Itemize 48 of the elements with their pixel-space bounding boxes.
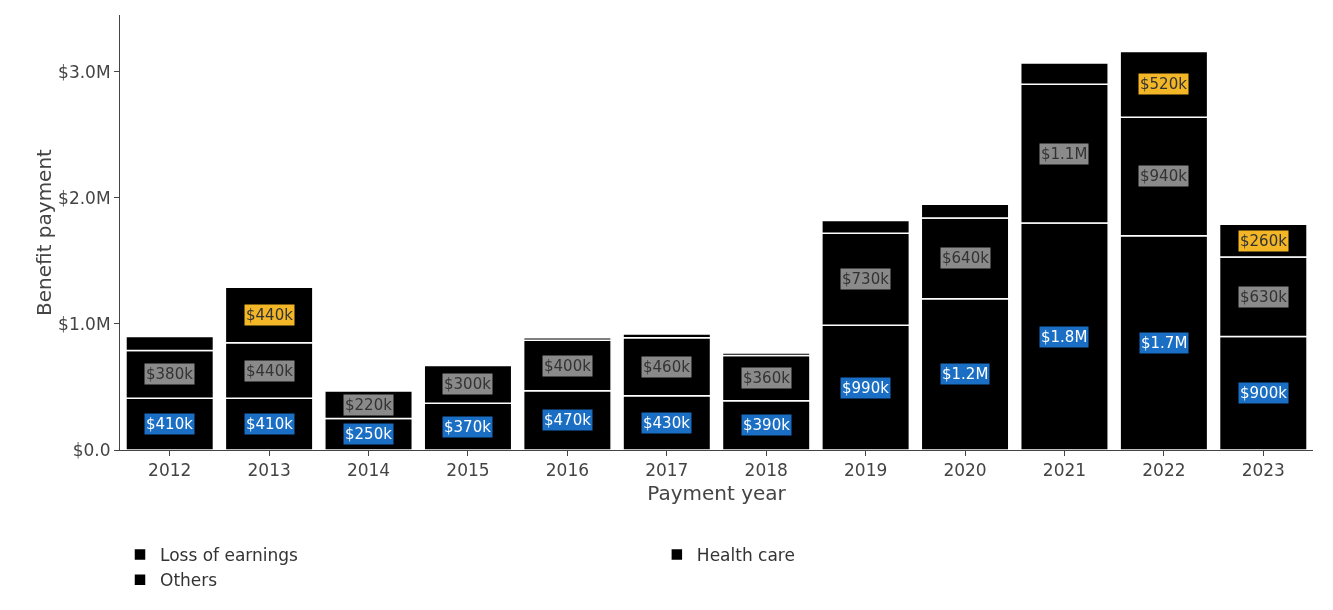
x-tick-label: 2013 bbox=[247, 460, 291, 481]
data-label: $460k bbox=[643, 358, 691, 376]
x-tick-label: 2016 bbox=[545, 460, 590, 481]
data-label: $470k bbox=[544, 411, 592, 429]
data-label: $900k bbox=[1240, 384, 1288, 402]
data-label: $220k bbox=[345, 396, 393, 414]
data-label: $410k bbox=[146, 415, 194, 433]
data-label: $630k bbox=[1240, 288, 1288, 306]
data-label: $380k bbox=[146, 365, 194, 383]
x-tick-label: 2012 bbox=[148, 460, 192, 481]
y-tick-label: $0.0 bbox=[72, 439, 111, 460]
data-label: $400k bbox=[544, 357, 592, 375]
legend-label: Health care bbox=[696, 545, 795, 566]
y-axis-title: Benefit payment bbox=[32, 148, 57, 316]
x-tick-label: 2014 bbox=[346, 460, 391, 481]
x-tick-label: 2017 bbox=[645, 460, 689, 481]
x-tick-label: 2015 bbox=[446, 460, 490, 481]
data-label: $520k bbox=[1140, 75, 1188, 93]
x-tick-label: 2020 bbox=[943, 460, 987, 481]
data-label: $440k bbox=[246, 306, 294, 324]
data-label: $1.2M bbox=[942, 365, 989, 383]
data-label: $260k bbox=[1240, 232, 1288, 250]
data-label: $250k bbox=[345, 425, 393, 443]
data-label: $730k bbox=[842, 270, 890, 288]
x-tick-label: 2023 bbox=[1241, 460, 1285, 481]
x-tick-label: 2019 bbox=[844, 460, 888, 481]
y-tick-label: $2.0M bbox=[58, 187, 111, 208]
data-label: $410k bbox=[246, 415, 294, 433]
x-axis-title: Payment year bbox=[647, 480, 787, 505]
data-label: $300k bbox=[444, 375, 492, 393]
data-label: $940k bbox=[1140, 167, 1188, 185]
legend-label: Others bbox=[160, 570, 218, 591]
data-label: $1.7M bbox=[1141, 334, 1188, 352]
y-tick-label: $1.0M bbox=[58, 313, 111, 334]
y-tick-label: $3.0M bbox=[58, 61, 111, 82]
x-tick-label: 2022 bbox=[1142, 460, 1186, 481]
data-label: $1.8M bbox=[1041, 328, 1088, 346]
legend-label: Loss of earnings bbox=[160, 545, 299, 566]
data-label: $990k bbox=[842, 379, 890, 397]
data-label: $640k bbox=[942, 249, 990, 267]
data-label: $1.1M bbox=[1041, 145, 1088, 163]
data-label: $360k bbox=[743, 369, 791, 387]
data-label: $390k bbox=[743, 416, 791, 434]
data-label: $430k bbox=[643, 414, 691, 432]
data-label: $440k bbox=[246, 362, 294, 380]
x-tick-label: 2021 bbox=[1042, 460, 1087, 481]
x-tick-label: 2018 bbox=[744, 460, 788, 481]
data-label: $370k bbox=[444, 418, 492, 436]
